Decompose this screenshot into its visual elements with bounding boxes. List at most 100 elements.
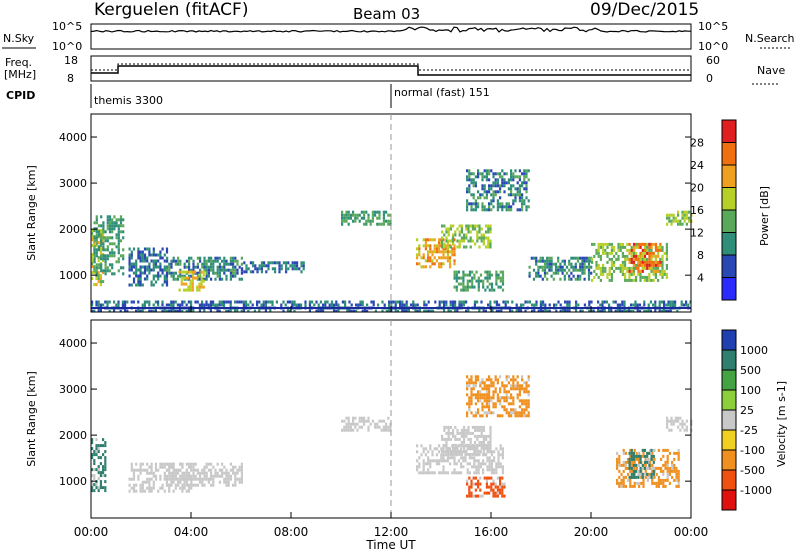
nsky-panel-frame [90, 23, 692, 50]
nsearch-tick-low: 10^0 [698, 40, 728, 53]
nave-tick-low: 0 [706, 72, 713, 85]
ytick-label: 4000 [59, 131, 87, 144]
ytick-label: 2000 [59, 429, 87, 442]
colorbar-frame [721, 329, 737, 511]
freq-tick-high: 18 [64, 54, 78, 67]
freq-label: Freq. [5, 56, 32, 69]
power-patch [466, 169, 530, 212]
ytick-label: 3000 [59, 177, 87, 190]
xtick-label: 08:00 [274, 525, 309, 539]
nsearch-label: N.Search [745, 32, 795, 45]
power-colorbar-label: Power [dB] [758, 186, 771, 246]
power-colorbar: 4 8 12 16 20 24 28 [690, 119, 737, 301]
colorbar-segment [722, 165, 736, 188]
power-patch [628, 242, 662, 273]
colorbar-tick-label: -100 [740, 444, 765, 457]
ytick-label: 4000 [59, 337, 87, 350]
colorbar-segment [722, 255, 736, 278]
colorbar-segment [722, 450, 736, 470]
velocity-colorbar-label: Velocity [m s-1] [775, 381, 788, 467]
nsky-label: N.Sky [3, 32, 35, 45]
velocity-colorbar: 1000 500 100 25 -25 -100 -500 -1000 [721, 329, 772, 511]
velocity-patch [341, 416, 392, 432]
colorbar-tick-label: -1000 [740, 484, 772, 497]
xtick-label: 04:00 [174, 525, 209, 539]
power-patch [166, 256, 243, 281]
velocity-patch [628, 448, 655, 479]
xtick-label: 00:00 [674, 525, 709, 539]
colorbar-tick-label: 24 [690, 159, 704, 172]
nsearch-tick-high: 10^5 [698, 20, 728, 33]
power-patch [241, 261, 305, 274]
xtick-label: 12:00 [374, 525, 409, 539]
colorbar-segment [722, 210, 736, 233]
colorbar-segment [722, 142, 736, 165]
xtick-label: 20:00 [574, 525, 609, 539]
colorbar-tick-label: 500 [740, 364, 761, 377]
nsky-trace [90, 26, 691, 33]
ytick-label: 2000 [59, 223, 87, 236]
freq-unit: [MHz] [4, 68, 36, 81]
power-patch [178, 270, 205, 292]
colorbar-tick-label: -25 [740, 424, 758, 437]
ytick-label: 1000 [59, 475, 87, 488]
power-patch [453, 270, 505, 292]
time-axis-label: Time UT [365, 538, 416, 552]
colorbar-tick-label: 20 [690, 182, 704, 195]
velocity-patch [166, 462, 243, 487]
colorbar-segment [722, 410, 736, 430]
velocity-patch [666, 416, 693, 432]
colorbar-segment [722, 490, 736, 510]
beam-label: Beam 03 [353, 5, 420, 23]
velocity-yticks: 1000 2000 3000 4000 [59, 337, 691, 488]
colorbar-segment [722, 430, 736, 450]
power-heatmap-layer [91, 169, 693, 313]
nsky-tick-high: 10^5 [52, 20, 82, 33]
power-patch [93, 215, 125, 276]
colorbar-tick-label: 12 [690, 227, 704, 240]
power-patch [416, 238, 456, 269]
colorbar-tick-label: -500 [740, 464, 765, 477]
velocity-patch [91, 438, 107, 493]
nsky-tick-low: 10^0 [52, 40, 82, 53]
velocity-patch [466, 476, 506, 498]
velocity-patch [441, 425, 492, 456]
power-patch [128, 247, 169, 287]
velocity-heatmap-layer [91, 375, 693, 498]
power-patch [528, 256, 593, 281]
freq-tick-low: 8 [67, 72, 74, 85]
colorbar-tick-label: 28 [690, 137, 704, 150]
xtick-label: 00:00 [74, 525, 109, 539]
colorbar-tick-label: 100 [740, 384, 761, 397]
colorbar-segment [722, 277, 736, 300]
colorbar-segment [722, 470, 736, 490]
colorbar-tick-label: 25 [740, 404, 754, 417]
colorbar-tick-label: 16 [690, 204, 704, 217]
velocity-patch [466, 375, 530, 418]
cpid-label: CPID [6, 89, 35, 102]
colorbar-segment [722, 350, 736, 370]
colorbar-segment [722, 232, 736, 255]
cpid-segment-1: themis 3300 [94, 94, 163, 107]
nave-trace [91, 63, 691, 71]
colorbar-segment [722, 120, 736, 143]
nave-label: Nave [757, 64, 785, 77]
colorbar-tick-label: 8 [697, 249, 704, 262]
ytick-label: 3000 [59, 383, 87, 396]
power-patch [666, 210, 693, 226]
nave-tick-high: 60 [706, 54, 720, 67]
colorbar-segment [722, 187, 736, 210]
freq-trace [91, 65, 691, 76]
velocity-ylabel: Slant Range [km] [25, 371, 38, 467]
power-yticks: 1000 2000 3000 4000 [59, 131, 691, 282]
colorbar-tick-label: 1000 [740, 344, 768, 357]
colorbar-segment [722, 330, 736, 350]
freq-panel-frame [90, 55, 692, 82]
station-title: Kerguelen (fitACF) [94, 0, 248, 20]
colorbar-tick-label: 4 [697, 272, 704, 285]
power-patch [441, 224, 492, 249]
cpid-segment-2: normal (fast) 151 [394, 86, 490, 99]
date-label: 09/Dec/2015 [590, 0, 699, 20]
time-axis-ticks: 00:00 04:00 08:00 12:00 16:00 20:00 00:00 [74, 306, 709, 539]
